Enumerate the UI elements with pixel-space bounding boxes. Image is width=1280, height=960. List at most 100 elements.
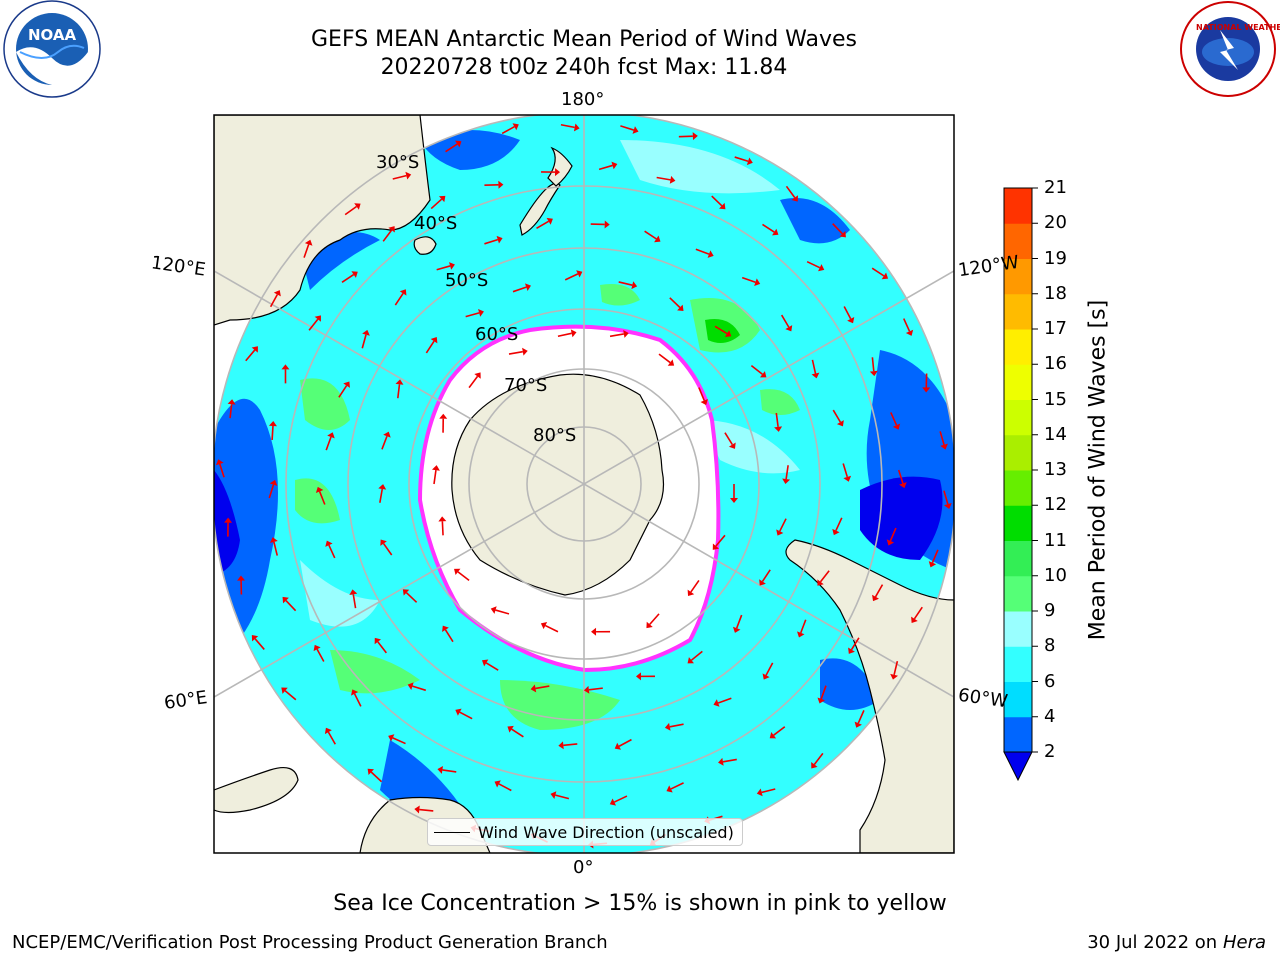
colorbar-extend-triangle: [1003, 751, 1033, 782]
wind-wave-arrow-shaft: [245, 349, 256, 362]
wave-period-zone: [420, 130, 520, 170]
wind-wave-arrow-shaft: [811, 359, 817, 374]
wind-wave-arrow-head: [550, 791, 557, 799]
wind-wave-arrow-head: [905, 329, 914, 336]
wind-wave-arrow-shaft: [394, 292, 404, 306]
wind-wave-arrow-head: [378, 484, 387, 490]
wind-wave-arrow-shaft: [678, 135, 693, 138]
wind-wave-arrow-shaft: [780, 314, 790, 328]
wind-wave-arrow-shaft: [419, 808, 434, 812]
wind-wave-arrow-head: [609, 798, 617, 806]
wind-wave-arrow-shaft: [813, 752, 824, 765]
wind-wave-arrow-shaft: [598, 164, 613, 171]
wind-wave-arrow-head: [646, 621, 653, 629]
wind-wave-arrow-shaft: [361, 334, 367, 349]
wind-wave-arrow-head: [269, 479, 278, 486]
wind-wave-arrow-shaft: [903, 318, 911, 332]
wind-wave-arrow-shaft: [325, 436, 332, 451]
wind-wave-arrow-shaft: [871, 357, 875, 372]
colorbar-segment: [1004, 505, 1032, 541]
wind-wave-arrow-head: [669, 175, 676, 184]
wind-wave-arrow-shaft: [271, 425, 274, 440]
wind-wave-arrow-head: [351, 271, 358, 278]
wind-wave-arrow-shaft: [316, 648, 325, 662]
wind-wave-arrow-head: [402, 589, 410, 596]
wind-wave-arrow-head: [431, 465, 440, 471]
wind-wave-arrow-head: [558, 741, 564, 750]
wind-wave-arrow-head: [817, 697, 826, 704]
wind-wave-arrow-head: [700, 399, 708, 406]
wind-wave-arrow-shaft: [722, 758, 737, 763]
wind-wave-arrow-shaft: [508, 350, 523, 355]
wind-wave-arrow-head: [215, 459, 224, 466]
wave-period-zone: [600, 284, 640, 306]
wind-wave-arrow-head: [922, 387, 931, 393]
wind-wave-arrow-shaft: [229, 404, 233, 419]
wind-wave-arrow-shaft: [843, 306, 852, 320]
wind-wave-arrow-head: [343, 381, 350, 388]
lon-label-0: 0°: [573, 857, 594, 878]
wind-wave-arrow-shaft: [779, 518, 787, 532]
wind-wave-arrow-head: [268, 420, 277, 427]
wind-wave-arrow-shaft: [377, 641, 387, 654]
wind-wave-arrows: [215, 123, 952, 849]
wind-wave-arrow-shaft: [690, 579, 700, 593]
wind-wave-arrow-shaft: [465, 312, 480, 318]
wind-wave-arrow-shaft: [338, 385, 348, 398]
wind-wave-arrow-head: [281, 364, 290, 370]
wind-wave-arrow-head: [728, 442, 736, 449]
wind-wave-arrow-shaft: [430, 198, 443, 210]
wind-wave-arrow-shaft: [370, 771, 383, 783]
lat-label-30s: 30°S: [376, 152, 420, 173]
footer-date-text: 30 Jul 2022 on: [1087, 932, 1223, 953]
wind-wave-arrow-shaft: [382, 229, 393, 242]
wind-wave-arrow-head: [666, 785, 673, 793]
colorbar-tick-label: 8: [1044, 635, 1056, 657]
wind-wave-arrow-shaft: [690, 650, 703, 661]
sea-ice-caption: Sea Ice Concentration > 15% is shown in …: [333, 891, 947, 916]
wind-wave-arrow-head: [692, 132, 698, 141]
wind-wave-arrow-head: [380, 539, 387, 546]
wind-wave-arrow-shaft: [734, 156, 749, 163]
colorbar-segment: [1004, 575, 1032, 612]
wind-wave-arrow-shaft: [695, 248, 710, 255]
madagascar-land: [214, 767, 299, 814]
svg-text:NOAA: NOAA: [28, 26, 77, 44]
colorbar-tick-label: 19: [1044, 247, 1067, 269]
lat-label-60s: 60°S: [475, 324, 519, 345]
wind-wave-arrow-head: [774, 426, 783, 432]
wind-wave-arrow-shaft: [511, 728, 524, 738]
wind-wave-arrow-head: [304, 239, 313, 246]
wind-wave-arrow-shaft: [512, 286, 527, 293]
colorbar-tick-label: 4: [1044, 705, 1056, 727]
wind-wave-arrow-head: [854, 721, 862, 728]
wind-wave-arrow-head: [724, 330, 732, 338]
wind-wave-arrow-shaft: [303, 244, 310, 258]
wind-wave-arrow-head: [776, 529, 784, 536]
wind-wave-arrow-head: [439, 413, 448, 419]
wind-wave-arrow-shaft: [775, 412, 779, 428]
wind-wave-arrow-head: [614, 742, 622, 750]
wind-wave-arrow-shaft: [871, 267, 885, 277]
wind-wave-arrow-head: [817, 579, 824, 586]
wave-period-zone: [860, 476, 943, 560]
wave-period-zone: [780, 198, 850, 244]
wind-wave-arrow-shaft: [468, 375, 479, 389]
wind-wave-arrow-head: [437, 765, 443, 774]
wind-wave-arrow-shaft: [717, 697, 732, 704]
wind-wave-arrow-head: [707, 250, 714, 258]
wind-wave-arrow-shaft: [560, 123, 575, 129]
wind-wave-arrow-shaft: [714, 325, 728, 335]
wind-wave-arrow-head: [911, 616, 918, 623]
wind-wave-arrow-head: [367, 768, 375, 776]
wind-wave-arrow-head: [836, 420, 844, 427]
nws-logo: NATIONAL WEATHER SERVICE: [1180, 1, 1280, 97]
wind-wave-arrow-shaft: [459, 711, 473, 720]
wind-wave-arrow-head: [455, 708, 462, 716]
wind-wave-arrow-head: [943, 503, 952, 509]
wind-wave-arrow-shaft: [750, 365, 763, 375]
wind-wave-arrow-head: [454, 568, 461, 576]
wind-wave-arrow-shaft: [268, 484, 275, 499]
wind-wave-arrow-shaft: [441, 521, 444, 536]
wind-wave-arrow-head: [474, 372, 481, 379]
